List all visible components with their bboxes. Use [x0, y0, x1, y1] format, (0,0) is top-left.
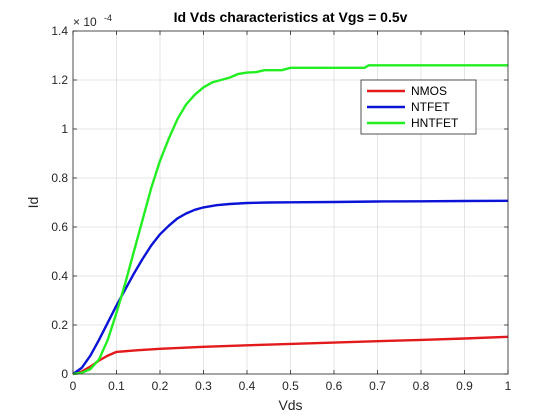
y-tick-label: 0.2 — [51, 318, 68, 332]
y-tick-label: 1.4 — [51, 24, 68, 38]
x-tick-label: 0.7 — [369, 379, 386, 393]
legend: NMOS NTFET HNTFET — [361, 80, 476, 134]
legend-label: HNTFET — [411, 116, 459, 130]
x-tick-label: 0.6 — [326, 379, 343, 393]
x-tick-label: 1 — [505, 379, 512, 393]
x-tick-label: 0 — [70, 379, 77, 393]
x-tick-label: 0.5 — [282, 379, 299, 393]
y-tick-label: 0 — [61, 367, 68, 381]
chart-title: Id Vds characteristics at Vgs = 0.5v — [174, 9, 408, 25]
exponent-power: -4 — [104, 13, 112, 23]
y-tick-label: 1 — [61, 122, 68, 136]
y-tick-label: 0.4 — [51, 269, 68, 283]
x-axis-label: Vds — [278, 397, 302, 413]
x-tick-label: 0.2 — [152, 379, 169, 393]
exponent-base: × 10 — [73, 15, 97, 29]
y-axis-label: Id — [25, 197, 41, 209]
y-tick-label: 0.8 — [51, 171, 68, 185]
legend-label: NMOS — [411, 84, 447, 98]
x-tick-label: 0.1 — [108, 379, 125, 393]
x-tick-label: 0.9 — [456, 379, 473, 393]
y-tick-label: 0.6 — [51, 220, 68, 234]
y-tick-label: 1.2 — [51, 73, 68, 87]
x-tick-label: 0.8 — [413, 379, 430, 393]
x-tick-label: 0.3 — [195, 379, 212, 393]
legend-label: NTFET — [411, 100, 450, 114]
x-tick-label: 0.4 — [239, 379, 256, 393]
